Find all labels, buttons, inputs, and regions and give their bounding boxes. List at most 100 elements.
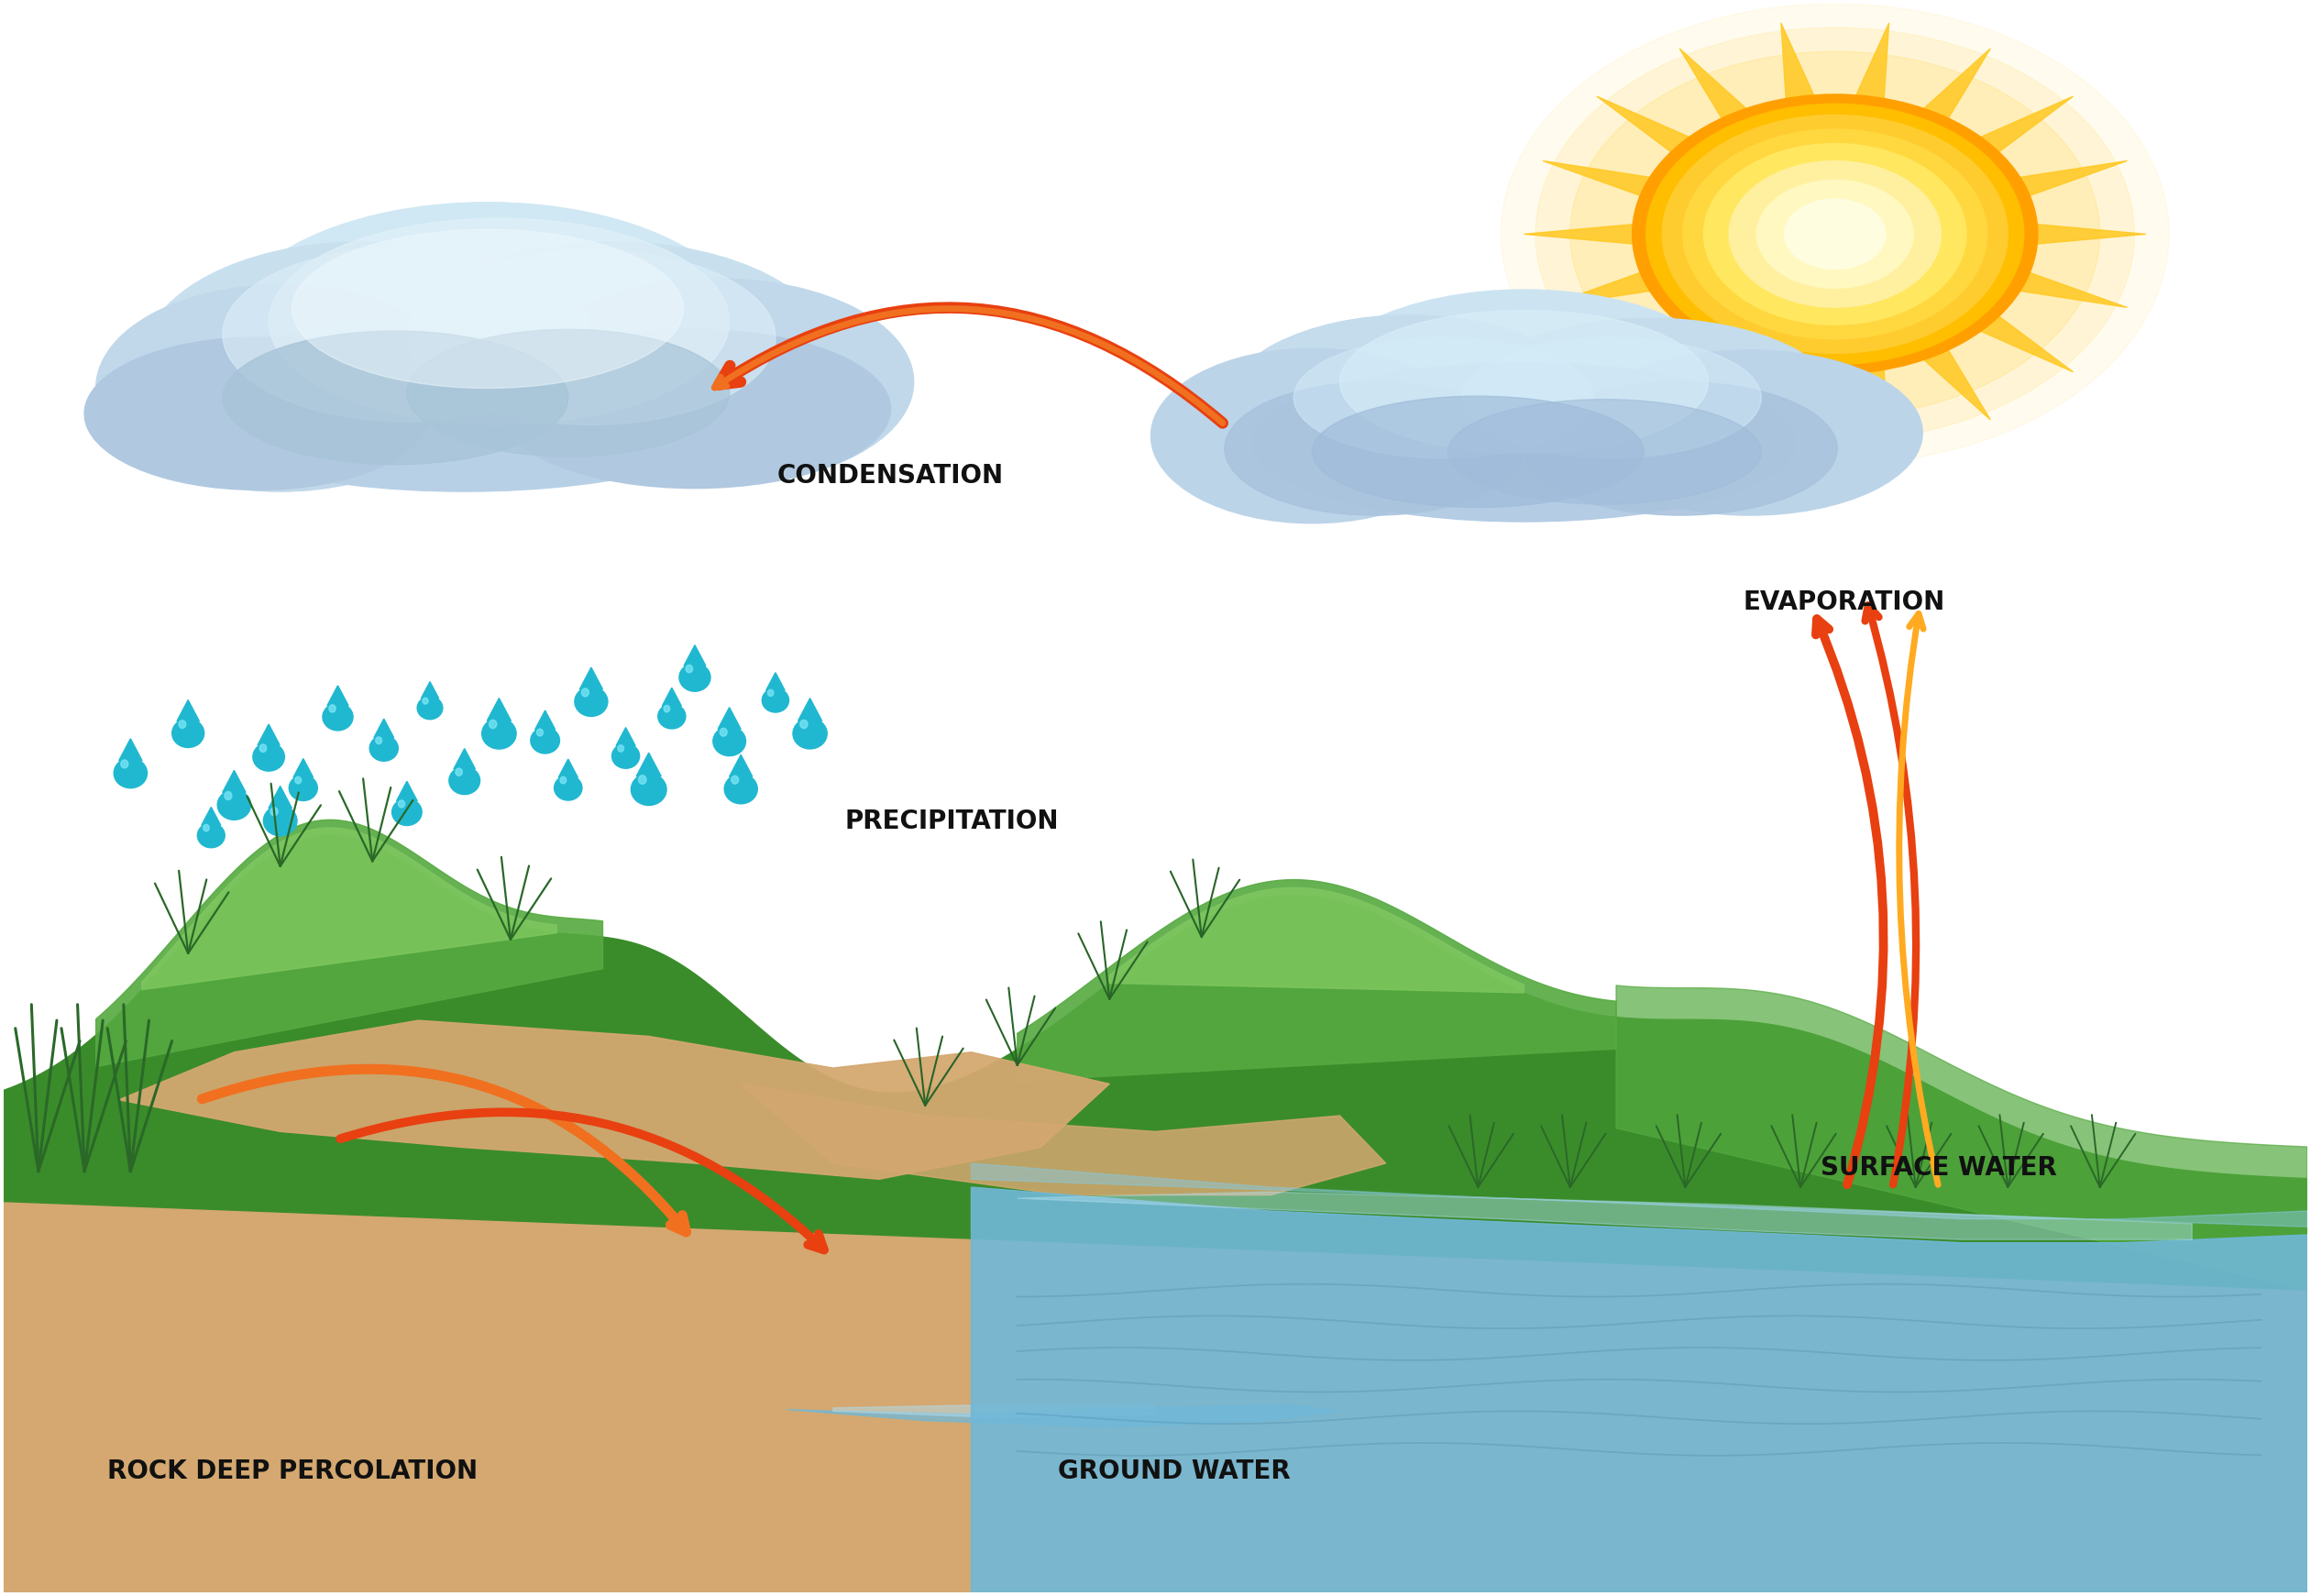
Polygon shape [1597,96,1689,152]
Text: PRECIPITATION: PRECIPITATION [844,809,1058,835]
Ellipse shape [631,774,666,806]
Polygon shape [2038,225,2147,244]
Ellipse shape [326,1476,511,1516]
Text: GROUND WATER: GROUND WATER [1058,1459,1290,1484]
Ellipse shape [1366,1476,1500,1516]
Ellipse shape [296,777,300,784]
Polygon shape [832,1404,1156,1417]
Polygon shape [328,686,349,705]
Ellipse shape [1153,1476,1250,1516]
Ellipse shape [532,728,559,753]
Ellipse shape [268,219,730,425]
Polygon shape [1782,22,1814,99]
Ellipse shape [171,718,203,747]
Ellipse shape [263,806,298,836]
Polygon shape [1680,350,1747,420]
Ellipse shape [490,720,497,728]
Ellipse shape [582,688,589,696]
Ellipse shape [1151,348,1474,523]
Polygon shape [684,645,705,666]
Polygon shape [617,728,636,745]
Polygon shape [971,1163,2306,1227]
Polygon shape [421,681,439,699]
Ellipse shape [252,742,284,771]
Polygon shape [765,672,786,691]
Ellipse shape [1294,337,1592,458]
Ellipse shape [1253,362,1796,522]
Polygon shape [1615,985,2306,1290]
Circle shape [1756,180,1914,289]
Polygon shape [1782,370,1814,445]
Ellipse shape [222,203,753,472]
Ellipse shape [730,776,740,784]
Ellipse shape [407,329,730,456]
Ellipse shape [522,279,913,485]
Polygon shape [1597,316,1689,372]
Circle shape [1502,3,2170,464]
Ellipse shape [1340,310,1708,453]
Polygon shape [1981,316,2073,372]
Ellipse shape [559,777,566,784]
Circle shape [1729,161,1941,306]
Ellipse shape [686,666,693,672]
Ellipse shape [196,824,224,847]
Ellipse shape [721,728,728,736]
Polygon shape [1856,370,1888,445]
Ellipse shape [289,776,317,801]
Text: ROCK DEEP PERCOLATION: ROCK DEEP PERCOLATION [109,1459,478,1484]
Ellipse shape [141,243,580,480]
Ellipse shape [397,800,404,808]
Ellipse shape [874,1476,978,1516]
Polygon shape [1923,350,1990,420]
Polygon shape [1544,273,1650,308]
Ellipse shape [259,744,266,752]
Ellipse shape [679,664,709,691]
Polygon shape [971,1187,2306,1593]
Text: CONDENSATION: CONDENSATION [776,463,1003,488]
Polygon shape [5,915,2306,1593]
Polygon shape [178,701,199,721]
Polygon shape [663,688,682,705]
Circle shape [1662,115,2008,353]
Ellipse shape [222,247,592,421]
Ellipse shape [370,736,397,761]
Polygon shape [534,710,555,729]
Circle shape [1569,51,2101,417]
Ellipse shape [377,737,381,744]
Polygon shape [730,755,753,777]
Ellipse shape [203,825,210,832]
Ellipse shape [328,705,335,712]
Polygon shape [453,749,476,769]
Ellipse shape [120,760,127,768]
Ellipse shape [617,745,624,752]
Ellipse shape [800,720,807,728]
Circle shape [1784,200,1886,270]
Ellipse shape [418,696,444,720]
Ellipse shape [178,720,185,728]
Ellipse shape [86,337,430,490]
Text: EVAPORATION: EVAPORATION [1742,589,1946,616]
Polygon shape [374,718,393,737]
Polygon shape [97,820,603,1066]
Polygon shape [2020,161,2126,196]
Ellipse shape [423,697,428,704]
Ellipse shape [1313,396,1643,508]
Polygon shape [5,1417,2306,1593]
Ellipse shape [1225,381,1523,516]
Ellipse shape [555,776,582,800]
Ellipse shape [291,230,684,388]
Text: SURFACE WATER: SURFACE WATER [1821,1156,2057,1181]
Polygon shape [201,808,222,825]
Ellipse shape [395,243,832,471]
Ellipse shape [612,744,640,768]
Polygon shape [1923,48,1990,118]
Circle shape [1703,144,1967,324]
Polygon shape [257,725,280,745]
Ellipse shape [1449,399,1761,504]
Ellipse shape [324,704,354,731]
Polygon shape [5,836,2306,1290]
Ellipse shape [97,286,465,492]
Ellipse shape [1306,290,1742,506]
Polygon shape [742,1084,1387,1195]
Polygon shape [797,699,823,721]
